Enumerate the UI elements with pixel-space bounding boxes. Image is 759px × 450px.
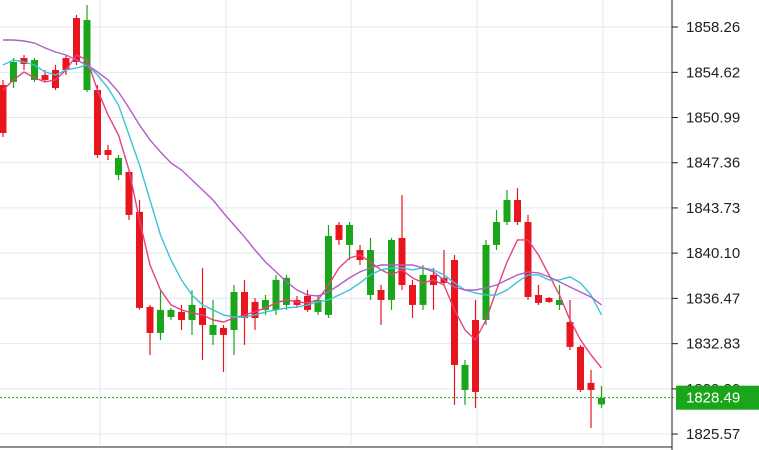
candle-body [31,60,38,80]
candle-body [367,250,374,295]
y-tick-label: 1858.26 [686,19,740,36]
candle-body [230,291,238,330]
candle-body [283,277,290,305]
candle-body [493,222,500,245]
candle-body [325,235,332,315]
candle-body [556,299,563,305]
candle-body [451,259,458,365]
candle-body [398,237,406,286]
moving-average-line [2,59,603,318]
plot-area [0,4,676,428]
candle-body [167,309,175,318]
candle-body [136,211,143,308]
candle-body [524,222,532,297]
y-tick-label: 1843.73 [686,200,740,217]
candle-body [272,279,280,310]
candle-body [461,364,469,390]
candle-body [503,199,511,223]
candle-body [419,274,427,305]
y-tick-label: 1847.36 [686,155,740,172]
candle-body [314,299,322,312]
candle-body [598,397,605,405]
y-tick-label: 1832.83 [686,336,740,353]
candle-body [220,327,227,335]
candle-body [94,90,101,156]
candle-body [472,319,479,392]
candle-body [115,158,122,175]
candle-body [535,294,542,303]
moving-average-line [3,39,602,306]
candle-body [209,324,217,335]
candle-body [10,62,17,82]
candle-body [178,311,185,320]
candle-body [587,382,595,390]
candle-body [199,307,206,325]
last-price-box [676,385,759,410]
candle-body [125,171,133,215]
candle-body [335,224,343,240]
candle-body [73,18,80,63]
candle-body [157,309,164,333]
candle-body [262,299,269,310]
candle-body [62,58,70,70]
y-tick-label: 1850.99 [686,110,740,127]
candle-body [346,224,353,245]
candle-body [251,301,259,318]
candle-body [146,306,154,333]
candle-body [388,239,395,300]
y-tick-label: 1825.57 [686,426,740,443]
candle-body [104,150,112,156]
last-price-label: 1828.49 [686,390,740,407]
candle-body [514,199,521,223]
candle-body [482,244,490,320]
candle-body [545,297,553,302]
y-tick-label: 1854.62 [686,64,740,81]
y-tick-label: 1836.47 [686,290,740,307]
grid [0,0,672,445]
candle-body [566,321,574,347]
candle-body [83,20,91,91]
candle-body [0,85,7,133]
moving-average-line [2,54,603,369]
candle-body [20,58,28,64]
candle-body [241,291,248,318]
candle-body [409,285,416,305]
candle-body [577,346,584,390]
y-tick-label: 1840.10 [686,245,740,262]
candle-body [377,289,385,300]
candle-body [41,74,49,80]
